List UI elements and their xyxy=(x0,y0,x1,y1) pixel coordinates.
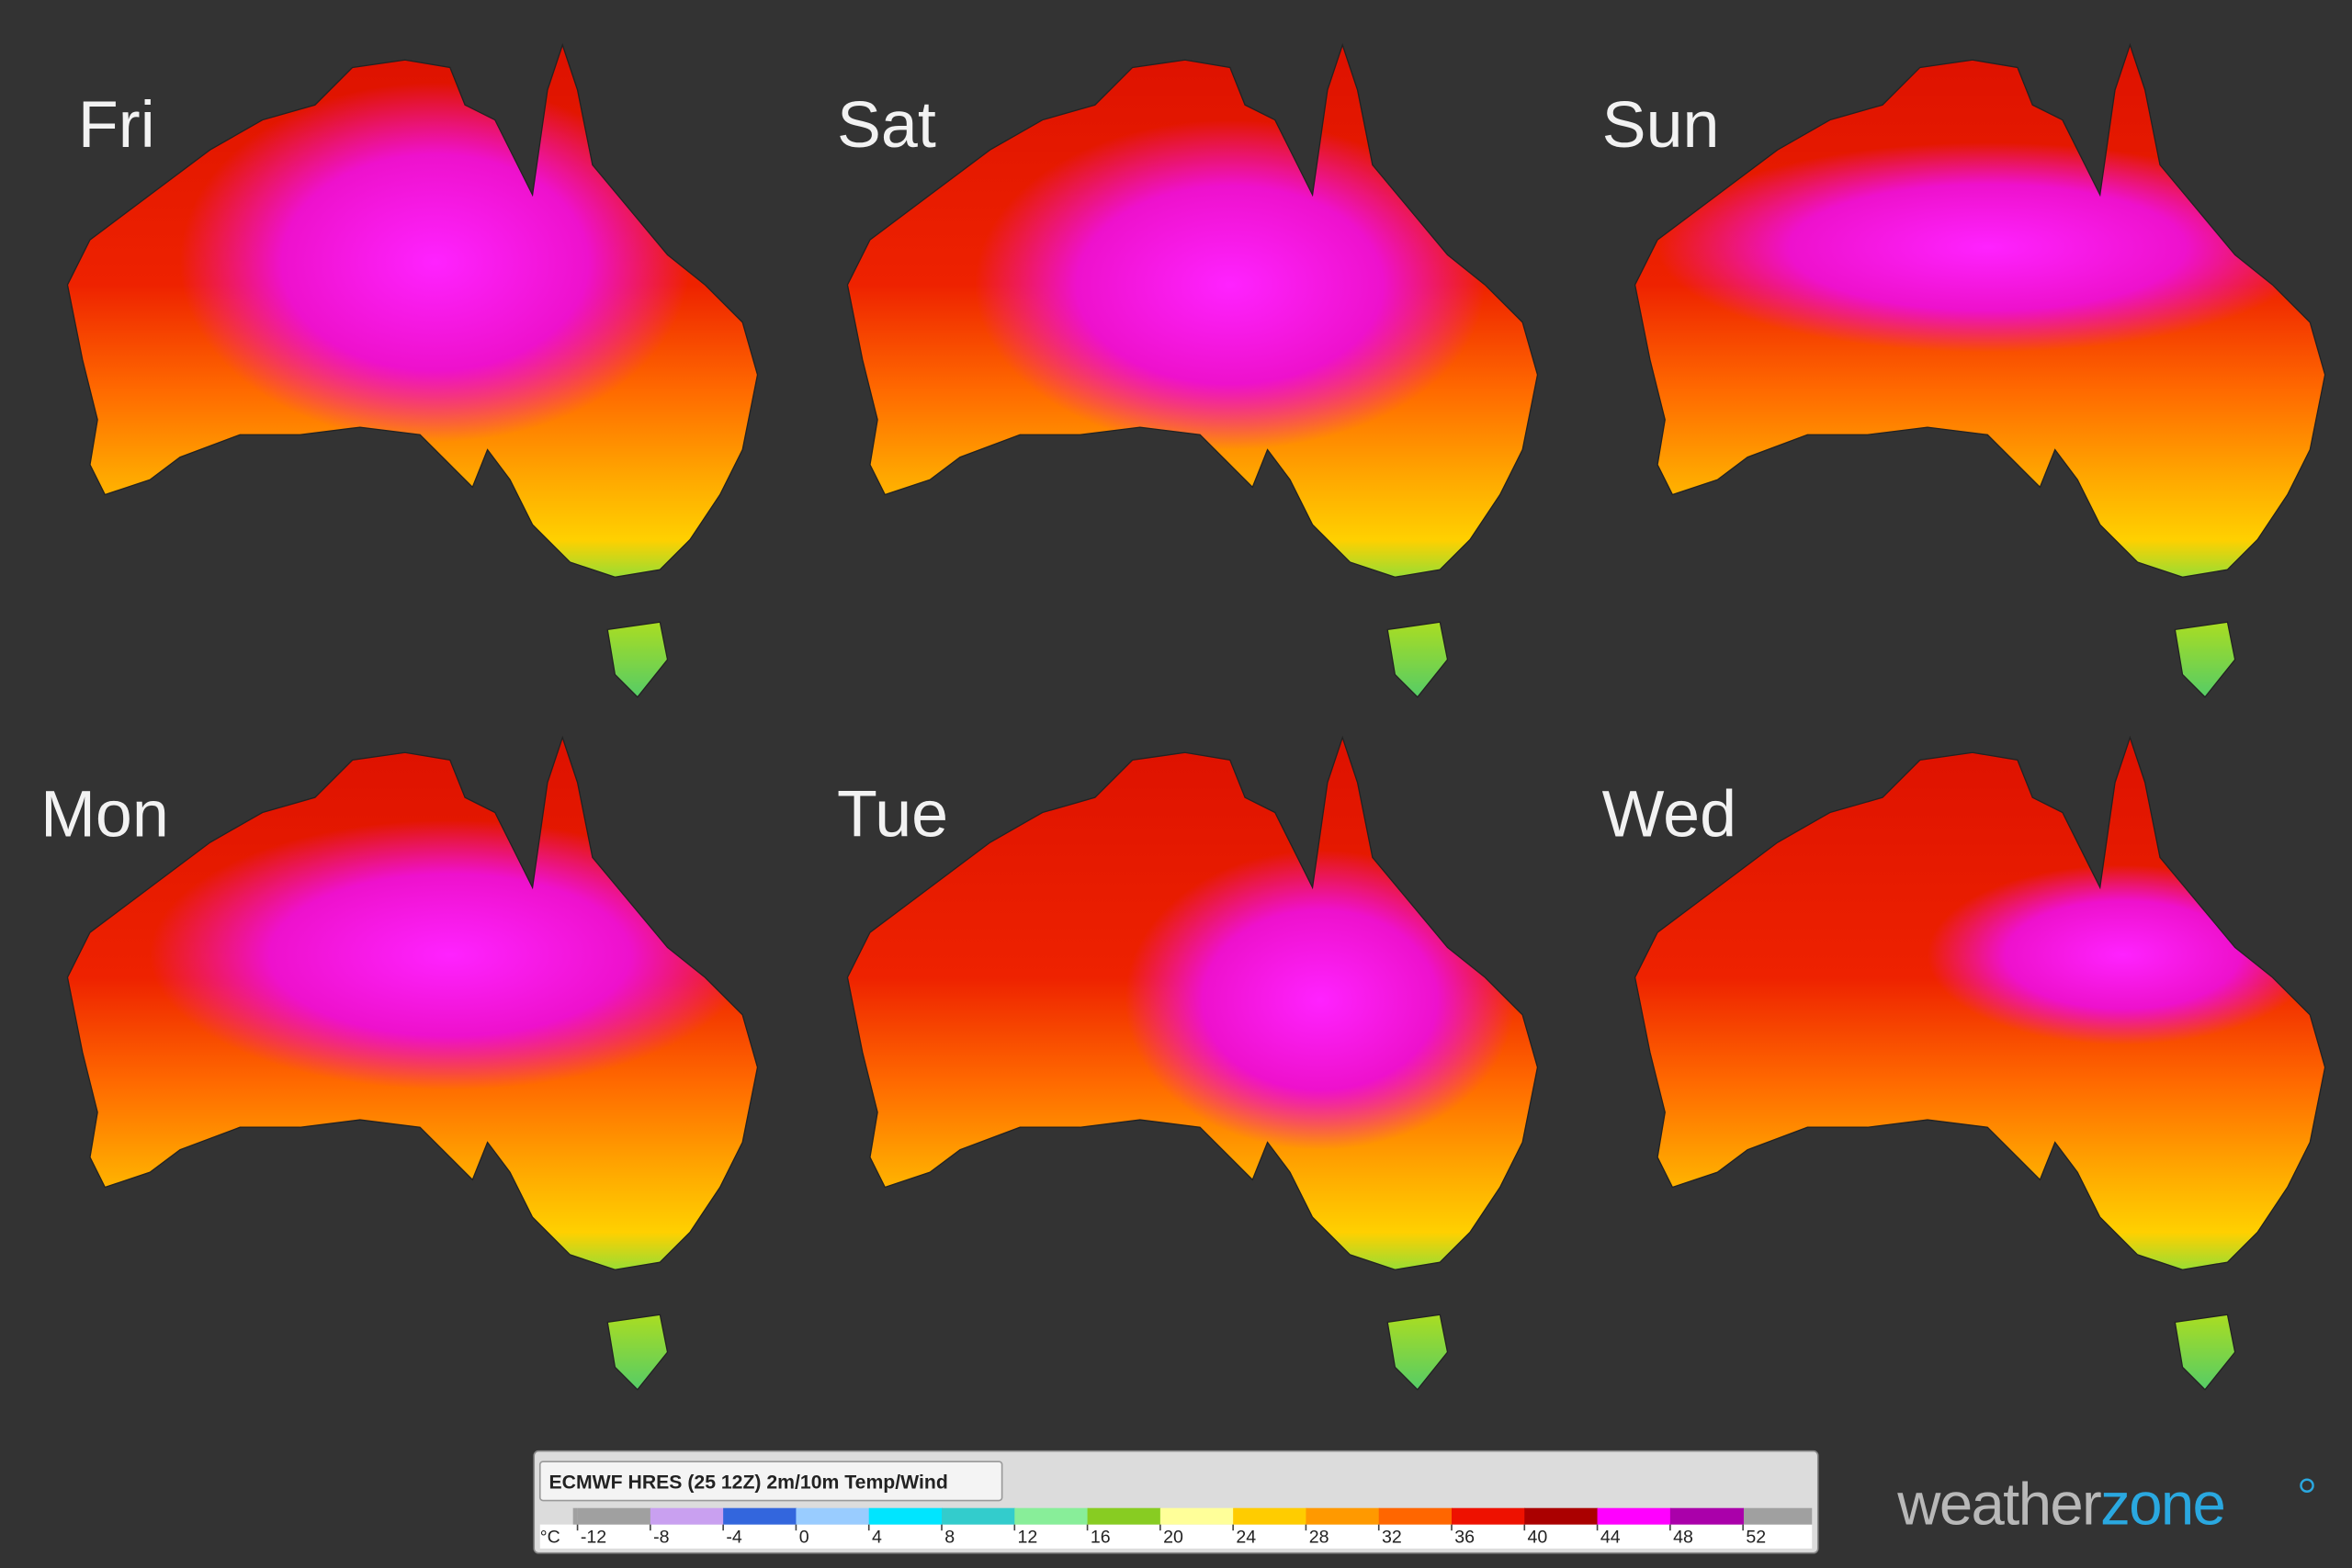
legend-swatch xyxy=(1087,1507,1161,1525)
legend-swatch xyxy=(1378,1507,1453,1525)
legend-tick-label: -4 xyxy=(726,1527,742,1547)
heat-core xyxy=(1657,142,2318,353)
logo-part1: weather xyxy=(1896,1471,2101,1538)
legend-tick-label: 32 xyxy=(1382,1527,1402,1547)
day-label: Mon xyxy=(40,778,169,852)
heat-zone xyxy=(975,119,1486,450)
day-label: Sun xyxy=(1602,88,1720,162)
legend-swatch xyxy=(1524,1507,1599,1525)
legend-tick-label: 52 xyxy=(1746,1527,1766,1547)
heat-zone xyxy=(1657,142,2318,353)
map-panel xyxy=(66,44,759,698)
tasmania xyxy=(606,621,669,698)
legend-tick-label: 28 xyxy=(1309,1527,1329,1547)
heat-core xyxy=(1125,850,1515,1150)
heat-core xyxy=(179,82,691,443)
heat-core xyxy=(150,819,751,1090)
legend-tick-label: 44 xyxy=(1600,1527,1621,1547)
logo-dot xyxy=(2300,1478,2314,1493)
legend-scale: -12 -8 -4 0 4 8 12 16 20 24 28 32 36 40 44 48 52 xyxy=(572,1507,1813,1547)
legend-swatch xyxy=(1014,1507,1089,1525)
heat-zone xyxy=(1125,850,1515,1150)
legend-swatch xyxy=(723,1507,797,1525)
legend-swatch xyxy=(1159,1507,1234,1525)
legend-tick-label: 48 xyxy=(1673,1527,1693,1547)
legend-tick-label: -8 xyxy=(653,1527,670,1547)
heat-zone xyxy=(1927,864,2318,1045)
tasmania xyxy=(2174,621,2236,698)
day-label: Wed xyxy=(1602,778,1736,852)
logo-text: weatherzone xyxy=(1896,1471,2224,1538)
day-label: Sat xyxy=(837,88,936,162)
legend: ECMWF HRES (25 12Z) 2m/10m Temp/Wind °C … xyxy=(533,1450,1819,1554)
legend-tick-label: 20 xyxy=(1163,1527,1183,1547)
map-panel xyxy=(66,737,759,1391)
legend-swatch xyxy=(577,1507,651,1525)
legend-tick-label: 36 xyxy=(1454,1527,1475,1547)
legend-unit: °C xyxy=(540,1527,560,1547)
legend-tick-label: 24 xyxy=(1236,1527,1256,1547)
heat-zone xyxy=(179,82,691,443)
heat-core xyxy=(975,119,1486,450)
legend-tick-label: 4 xyxy=(872,1527,882,1547)
legend-swatch xyxy=(942,1507,1016,1525)
legend-tick-label: 40 xyxy=(1528,1527,1548,1547)
legend-end-swatch xyxy=(572,1507,578,1525)
legend-swatch xyxy=(1306,1507,1380,1525)
legend-swatch xyxy=(1669,1507,1744,1525)
heat-core xyxy=(1927,864,2318,1045)
tasmania xyxy=(1386,1314,1449,1391)
legend-tick-label: 8 xyxy=(944,1527,955,1547)
logo: weatherzone xyxy=(1896,1471,2314,1538)
legend-label-strip xyxy=(539,1524,1813,1549)
tasmania xyxy=(2174,1314,2236,1391)
map-panel xyxy=(846,44,1539,698)
day-label: Tue xyxy=(837,778,948,852)
legend-tick-label: 16 xyxy=(1091,1527,1111,1547)
legend-swatch xyxy=(1452,1507,1526,1525)
legend-title-box xyxy=(538,1461,1003,1502)
tasmania xyxy=(1386,621,1449,698)
legend-swatch xyxy=(650,1507,724,1525)
heat-zone xyxy=(150,819,751,1090)
legend-swatch xyxy=(1597,1507,1671,1525)
legend-swatch xyxy=(796,1507,870,1525)
map-panel xyxy=(1634,737,2326,1391)
legend-end-swatch xyxy=(1743,1507,1813,1525)
tasmania xyxy=(606,1314,669,1391)
legend-tick-label: -12 xyxy=(581,1527,606,1547)
legend-swatch xyxy=(868,1507,943,1525)
map-panels xyxy=(66,44,2326,1391)
map-panel xyxy=(1634,44,2326,698)
legend-title: ECMWF HRES (25 12Z) 2m/10m Temp/Wind xyxy=(549,1472,948,1494)
logo-part2: zone xyxy=(2100,1471,2224,1538)
legend-swatch xyxy=(1233,1507,1307,1525)
legend-tick-label: 0 xyxy=(799,1527,809,1547)
map-panel xyxy=(846,737,1539,1391)
legend-tick-label: 12 xyxy=(1018,1527,1038,1547)
day-label: Fri xyxy=(78,88,155,162)
